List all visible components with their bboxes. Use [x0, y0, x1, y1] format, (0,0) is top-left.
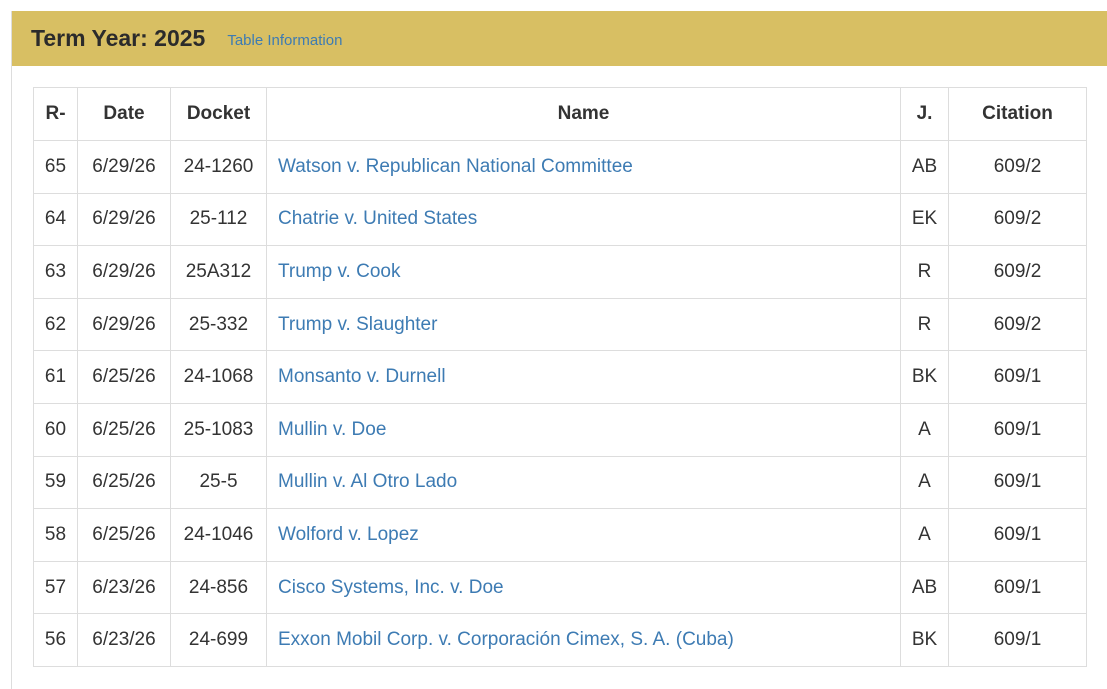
header-row: R- Date Docket Name J. Citation — [33, 87, 1087, 141]
justice: R — [900, 297, 949, 352]
docket: 24-1068 — [170, 350, 267, 404]
name-cell: Monsanto v. Durnell — [266, 350, 901, 404]
date: 6/23/26 — [77, 613, 171, 667]
name-cell: Exxon Mobil Corp. v. Corporación Cimex, … — [266, 613, 901, 667]
column-header: Docket — [170, 87, 267, 141]
table-row: 56 6/23/26 24-699 Exxon Mobil Corp. v. Corp… — [33, 613, 1087, 667]
docket: 25-1083 — [170, 402, 267, 457]
header-bar: Term Year: 2025 Table Information — [12, 11, 1107, 66]
table-row: 60 6/25/26 25-1083 Mullin v. Doe A 609/1 — [33, 402, 1087, 457]
docket: 24-699 — [170, 613, 267, 667]
case-link[interactable]: Watson v. Republican National Committee — [278, 155, 633, 177]
row-number: 62 — [33, 297, 78, 352]
table-row: 61 6/25/26 24-1068 Monsanto v. Durnell BK 609… — [33, 350, 1087, 404]
row-number: 64 — [33, 192, 78, 247]
name-cell: Wolford v. Lopez — [266, 508, 901, 562]
name-cell: Cisco Systems, Inc. v. Doe — [266, 560, 901, 615]
row-number: 58 — [33, 508, 78, 562]
date: 6/25/26 — [77, 350, 171, 404]
row-number: 63 — [33, 245, 78, 299]
column-header: R- — [33, 87, 78, 141]
docket: 25-112 — [170, 192, 267, 247]
name-cell: Mullin v. Doe — [266, 402, 901, 457]
justice: R — [900, 245, 949, 299]
docket: 25A312 — [170, 245, 267, 299]
row-number: 56 — [33, 613, 78, 667]
date: 6/29/26 — [77, 297, 171, 352]
opinions-table: R- Date Docket Name J. Citation 65 6/29/26 24-1… — [33, 87, 1087, 667]
case-link[interactable]: Wolford v. Lopez — [278, 523, 419, 545]
justice: BK — [900, 350, 949, 404]
case-link[interactable]: Chatrie v. United States — [278, 208, 478, 230]
name-cell: Watson v. Republican National Committee — [266, 140, 901, 194]
case-link[interactable]: Trump v. Cook — [278, 260, 401, 282]
date: 6/29/26 — [77, 140, 171, 194]
justice: AB — [900, 560, 949, 615]
citation: 609/1 — [948, 350, 1087, 404]
case-link[interactable]: Cisco Systems, Inc. v. Doe — [278, 576, 504, 598]
row-number: 57 — [33, 560, 78, 615]
case-link[interactable]: Mullin v. Al Otro Lado — [278, 471, 458, 493]
row-number: 65 — [33, 140, 78, 194]
table-row: 64 6/29/26 25-112 Chatrie v. United States E… — [33, 192, 1087, 247]
case-link[interactable]: Trump v. Slaughter — [278, 313, 438, 335]
table-row: 63 6/29/26 25A312 Trump v. Cook R 609/2 — [33, 245, 1087, 299]
citation: 609/2 — [948, 245, 1087, 299]
table-row: 58 6/25/26 24-1046 Wolford v. Lopez A 609/1 — [33, 508, 1087, 562]
case-link[interactable]: Mullin v. Doe — [278, 418, 387, 440]
citation: 609/1 — [948, 613, 1087, 667]
date: 6/29/26 — [77, 192, 171, 247]
citation: 609/2 — [948, 140, 1087, 194]
table-row: 62 6/29/26 25-332 Trump v. Slaughter R 609/2 — [33, 297, 1087, 352]
justice: EK — [900, 192, 949, 247]
justice: A — [900, 455, 949, 510]
docket: 24-1046 — [170, 508, 267, 562]
date: 6/25/26 — [77, 455, 171, 510]
citation: 609/2 — [948, 192, 1087, 247]
table-body: 65 6/29/26 24-1260 Watson v. Republican Nat… — [33, 140, 1087, 667]
table-info-link[interactable]: Table Information — [227, 32, 343, 49]
date: 6/23/26 — [77, 560, 171, 615]
citation: 609/1 — [948, 560, 1087, 615]
justice: A — [900, 508, 949, 562]
name-cell: Trump v. Slaughter — [266, 297, 901, 352]
citation: 609/1 — [948, 402, 1087, 457]
name-cell: Trump v. Cook — [266, 245, 901, 299]
docket: 25-332 — [170, 297, 267, 352]
justice: A — [900, 402, 949, 457]
row-number: 59 — [33, 455, 78, 510]
docket: 24-1260 — [170, 140, 267, 194]
row-number: 61 — [33, 350, 78, 404]
column-header: Citation — [948, 87, 1087, 141]
table-row: 57 6/23/26 24-856 Cisco Systems, Inc. v. Do… — [33, 560, 1087, 615]
table-row: 65 6/29/26 24-1260 Watson v. Republican Nat… — [33, 140, 1087, 194]
column-header: Date — [77, 87, 171, 141]
case-link[interactable]: Monsanto v. Durnell — [278, 366, 446, 388]
term-title: Term Year: 2025 — [31, 25, 206, 51]
date: 6/25/26 — [77, 508, 171, 562]
citation: 609/1 — [948, 508, 1087, 562]
table-row: 59 6/25/26 25-5 Mullin v. Al Otro Lado A 609/… — [33, 455, 1087, 510]
citation: 609/1 — [948, 455, 1087, 510]
justice: BK — [900, 613, 949, 667]
column-header: J. — [900, 87, 949, 141]
name-cell: Chatrie v. United States — [266, 192, 901, 247]
panel: Term Year: 2025 Table Information R- Date… — [11, 11, 1107, 689]
date: 6/25/26 — [77, 402, 171, 457]
date: 6/29/26 — [77, 245, 171, 299]
justice: AB — [900, 140, 949, 194]
docket: 25-5 — [170, 455, 267, 510]
row-number: 60 — [33, 402, 78, 457]
name-cell: Mullin v. Al Otro Lado — [266, 455, 901, 510]
docket: 24-856 — [170, 560, 267, 615]
case-link[interactable]: Exxon Mobil Corp. v. Corporación Cimex, … — [278, 629, 734, 651]
column-header: Name — [266, 87, 901, 141]
citation: 609/2 — [948, 297, 1087, 352]
